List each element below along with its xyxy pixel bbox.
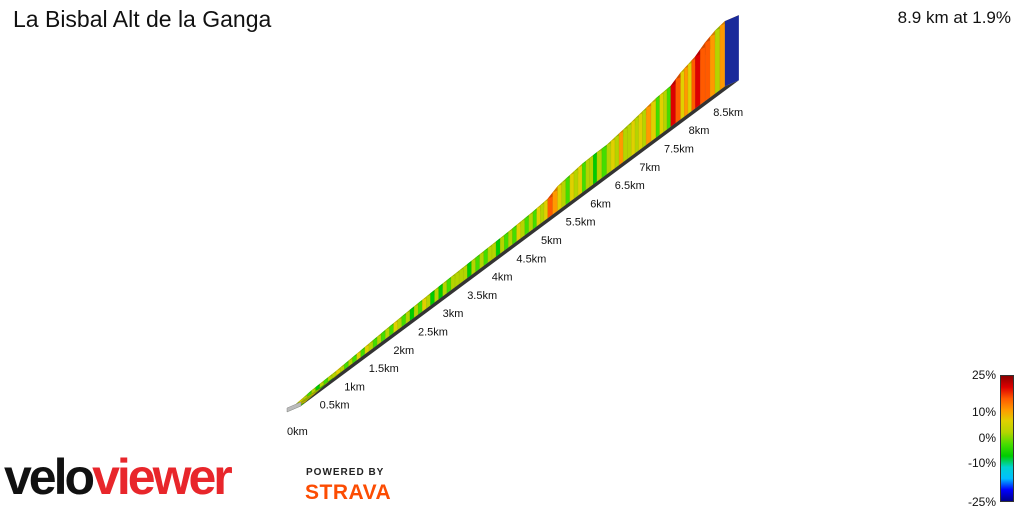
profile-segment-side: [700, 41, 706, 105]
logo-viewer-text: viewer: [92, 449, 233, 505]
profile-segment-side: [614, 133, 620, 169]
profile-segment-side: [666, 85, 671, 130]
profile-segment-side: [623, 125, 628, 163]
chart-summary: 8.9 km at 1.9%: [897, 8, 1011, 27]
profile-segment-side: [471, 257, 476, 276]
distance-tick-label: 7km: [639, 162, 660, 174]
logo-velo-text: velo: [4, 449, 95, 505]
profile-segment-side: [655, 94, 660, 138]
profile-segment-side: [459, 267, 464, 285]
profile-segment-side: [450, 273, 456, 291]
distance-tick-label: 1km: [344, 381, 365, 393]
profile-segment-side: [491, 241, 497, 260]
distance-tick-label: 0.5km: [320, 400, 350, 412]
profile-segment-side: [483, 247, 489, 266]
profile-segment-side: [618, 129, 624, 166]
profile-segment-side: [642, 107, 647, 148]
profile-end-cap: [724, 15, 739, 87]
profile-segment-side: [659, 91, 664, 136]
gradient-colorbar: [1000, 375, 1014, 502]
profile-segment-side: [691, 56, 696, 112]
profile-segment-side: [638, 111, 643, 151]
profile-segment-side: [475, 254, 480, 272]
profile-segment-side: [543, 198, 548, 222]
profile-segment-side: [573, 167, 579, 199]
colorbar-label-top: 25%: [971, 368, 996, 382]
distance-tick-label: 8km: [689, 125, 710, 137]
profile-segment-side: [557, 182, 562, 211]
chart-title: La Bisbal Alt de la Ganga: [13, 6, 272, 32]
profile-segment-side: [646, 102, 652, 146]
powered-by-text: POWERED BY: [306, 467, 385, 478]
profile-segment-side: [463, 263, 468, 282]
distance-tick-label: 3.5km: [467, 290, 497, 302]
profile-segment-side: [601, 144, 607, 179]
colorbar-label-minus10: -10%: [967, 456, 996, 470]
profile-segment-side: [479, 250, 484, 269]
profile-segment-side: [719, 20, 726, 91]
profile-segment-side: [627, 121, 632, 160]
profile-segment-side: [596, 148, 603, 182]
veloviewer-logo: veloviewer: [4, 449, 233, 505]
profile-segment-side: [565, 174, 571, 205]
profile-segment-side: [495, 237, 501, 257]
profile-segment-side: [675, 72, 681, 124]
profile-segment-side: [585, 157, 590, 190]
profile-segment-side: [663, 88, 668, 133]
profile-segment-side: [593, 151, 598, 185]
distance-tick-label: 8.5km: [713, 107, 743, 119]
profile-segment-side: [680, 68, 685, 120]
profile-segment-side: [631, 118, 636, 157]
profile-segment-side: [687, 60, 692, 115]
distance-tick-label: 4km: [492, 272, 513, 284]
distance-tick-label: 0km: [287, 426, 308, 438]
profile-segment-side: [670, 78, 676, 127]
colorbar-label-bottom: -25%: [967, 495, 996, 509]
profile-segment-side: [487, 244, 493, 263]
profile-segment-side: [532, 208, 537, 230]
distance-tick-label: 4.5km: [516, 253, 546, 265]
profile-segment-side: [650, 97, 657, 142]
profile-segment-side: [714, 25, 721, 94]
profile-segment-side: [569, 171, 575, 202]
profile-segment-side: [577, 163, 583, 196]
profile-base-strip: [287, 80, 739, 412]
profile-segment-side: [582, 160, 587, 193]
profile-segment-side: [589, 154, 594, 188]
distance-tick-label: 5km: [541, 235, 562, 247]
profile-segment-side: [606, 140, 612, 175]
profile-segment-side: [709, 30, 716, 98]
profile-segment-side: [610, 136, 616, 172]
distance-tick-label: 2km: [393, 345, 414, 357]
distance-tick-label: 7.5km: [664, 144, 694, 156]
distance-tick-label: 5.5km: [566, 217, 596, 229]
profile-segment-side: [454, 270, 460, 288]
distance-tick-label: 2.5km: [418, 327, 448, 339]
profile-segment-side: [705, 36, 711, 102]
distance-tick-label: 1.5km: [369, 363, 399, 375]
colorbar-label-10: 10%: [971, 405, 996, 419]
profile-segment-side: [561, 178, 566, 208]
profile-segment-side: [695, 48, 701, 109]
profile-segment-side: [536, 204, 541, 227]
distance-tick-label: 6km: [590, 198, 611, 210]
profile-segment-side: [634, 114, 639, 154]
strava-logo: STRAVA: [305, 481, 392, 504]
profile-segment-side: [508, 228, 513, 248]
profile-start-cap: [286, 401, 302, 413]
profile-segment-side: [467, 260, 472, 279]
distance-tick-label: 3km: [443, 308, 464, 320]
profile-segment-side: [540, 201, 545, 224]
profile-segment-side: [684, 64, 689, 117]
colorbar-label-0: 0%: [978, 431, 996, 445]
distance-tick-label: 6.5km: [615, 180, 645, 192]
